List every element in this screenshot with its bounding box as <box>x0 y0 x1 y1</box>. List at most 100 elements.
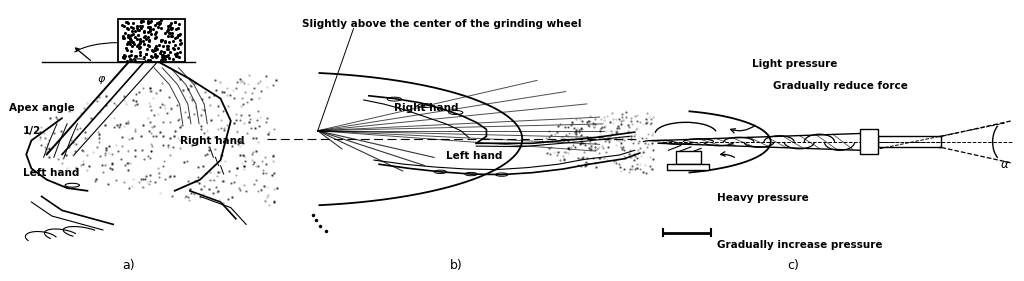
Text: φ: φ <box>97 74 104 84</box>
Point <box>148 47 165 52</box>
Point <box>135 18 152 23</box>
Point <box>144 49 161 53</box>
Point <box>161 31 177 35</box>
Point <box>167 20 183 25</box>
Point <box>127 58 143 63</box>
Point <box>171 55 187 60</box>
Point <box>115 35 131 40</box>
Point <box>124 40 140 45</box>
Point <box>148 30 165 35</box>
Point <box>146 52 163 57</box>
Point <box>165 57 181 61</box>
Point <box>155 55 171 59</box>
Point <box>150 25 166 29</box>
Point <box>166 47 182 51</box>
Point <box>135 42 152 46</box>
Point <box>162 23 178 28</box>
Point <box>117 54 133 58</box>
Point <box>136 34 153 38</box>
Point <box>156 49 172 54</box>
Point <box>139 24 156 29</box>
Point <box>127 28 143 33</box>
Point <box>163 33 179 38</box>
Point <box>146 32 163 36</box>
Point <box>133 26 150 30</box>
Point <box>141 25 158 30</box>
Point <box>120 40 136 44</box>
Point <box>152 51 168 55</box>
Point <box>123 37 139 42</box>
Point <box>142 29 159 33</box>
Point <box>157 57 173 62</box>
Point <box>135 30 152 35</box>
Point <box>119 26 135 30</box>
Point <box>121 40 137 44</box>
Point <box>161 24 177 28</box>
Point <box>160 44 176 48</box>
Point <box>120 33 136 37</box>
Point <box>120 27 136 31</box>
Point <box>124 44 140 48</box>
Point <box>138 52 155 56</box>
Point <box>140 21 157 25</box>
Point <box>139 58 156 63</box>
Point <box>154 38 170 43</box>
Point <box>135 34 152 39</box>
Text: b): b) <box>450 259 462 272</box>
Text: Light pressure: Light pressure <box>753 59 838 69</box>
Point <box>159 43 175 48</box>
Point <box>154 57 170 62</box>
Point <box>118 46 134 50</box>
Point <box>129 37 145 41</box>
Point <box>121 54 137 58</box>
Point <box>161 28 177 33</box>
Point <box>118 20 134 25</box>
Point <box>139 19 156 23</box>
Point <box>153 39 169 44</box>
Point <box>148 21 165 26</box>
Point <box>158 53 174 58</box>
Point <box>127 54 143 59</box>
Point <box>122 37 138 41</box>
Point <box>143 32 160 37</box>
Point <box>144 48 161 52</box>
Point <box>159 54 175 58</box>
Point <box>151 20 167 24</box>
Text: Right hand: Right hand <box>179 135 244 146</box>
Point <box>156 53 172 58</box>
Point <box>116 36 132 40</box>
Point <box>129 24 145 28</box>
Point <box>154 18 170 22</box>
Point <box>148 54 165 58</box>
Point <box>130 27 146 32</box>
Point <box>163 27 179 31</box>
Point <box>171 32 187 37</box>
FancyBboxPatch shape <box>668 164 710 170</box>
Point <box>141 26 158 31</box>
Point <box>114 23 130 28</box>
Point <box>131 46 147 50</box>
Point <box>152 42 168 47</box>
Point <box>139 20 156 25</box>
Point <box>123 53 139 57</box>
Point <box>167 19 183 24</box>
Point <box>167 36 183 40</box>
Point <box>170 26 186 30</box>
Point <box>141 20 158 25</box>
Point <box>131 24 147 28</box>
Point <box>170 46 186 51</box>
Point <box>126 57 142 61</box>
Point <box>157 31 173 35</box>
Point <box>140 38 157 42</box>
Point <box>146 23 163 27</box>
Point <box>123 33 139 37</box>
Point <box>140 29 157 34</box>
Point <box>129 26 145 31</box>
Point <box>133 20 150 24</box>
Point <box>117 31 133 35</box>
Point <box>140 43 157 47</box>
Point <box>169 51 185 55</box>
FancyBboxPatch shape <box>676 151 701 164</box>
Point <box>115 54 131 59</box>
Point <box>132 45 148 50</box>
